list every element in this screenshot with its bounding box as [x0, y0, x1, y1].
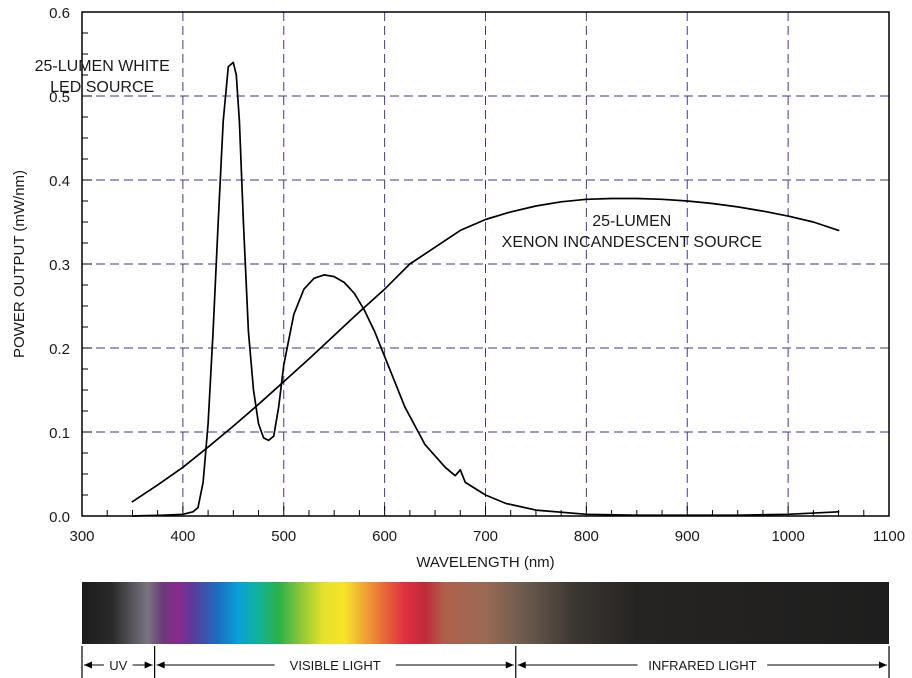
- x-axis-title: WAVELENGTH (nm): [416, 554, 554, 571]
- spectrum-regions: UV VISIBLE LIGHT INFRARED LIGHT: [81, 646, 890, 678]
- y-tick-labels: 0.0 0.1 0.2 0.3 0.4 0.5 0.6: [49, 5, 70, 526]
- region-arrowhead-left-uv: [84, 661, 92, 669]
- region-arrowhead-right-uv: [144, 661, 153, 669]
- x-tick-label-1000: 1000: [771, 528, 804, 545]
- series-line-xenon: [131, 197, 840, 503]
- annotation-1-line-0: 25-LUMEN: [592, 213, 671, 230]
- y-tick-label-0.6: 0.6: [49, 5, 70, 22]
- grid-layer: [82, 12, 889, 516]
- x-tick-label-600: 600: [372, 528, 397, 545]
- region-arrowhead-right-visible-light: [505, 661, 514, 669]
- y-tick-label-0.0: 0.0: [49, 509, 70, 526]
- plot-frame: [81, 11, 890, 517]
- annotation-0-line-0: 25-LUMEN WHITE: [35, 58, 170, 75]
- region-arrowhead-left-visible-light: [156, 661, 165, 669]
- x-tick-label-400: 400: [170, 528, 195, 545]
- x-tick-label-300: 300: [69, 528, 94, 545]
- annotation-0-line-1: LED SOURCE: [50, 79, 154, 96]
- annotations: 25-LUMEN WHITE LED SOURCE 25-LUMEN XENON IN…: [35, 58, 762, 251]
- x-tick-label-800: 800: [574, 528, 599, 545]
- series-line-led: [131, 61, 840, 517]
- region-arrowhead-left-infrared-light: [517, 661, 526, 669]
- region-arrowhead-right-infrared-light: [879, 661, 887, 669]
- series-layer: [131, 61, 840, 517]
- region-label-infrared-light: INFRARED LIGHT: [648, 658, 756, 673]
- y-tick-label-0.3: 0.3: [49, 257, 70, 274]
- y-tick-label-0.5: 0.5: [49, 89, 70, 106]
- x-tick-labels: 300 400 500 600 700 800 900 1000 1100: [69, 528, 905, 545]
- y-tick-label-0.1: 0.1: [49, 425, 70, 442]
- x-tick-label-700: 700: [473, 528, 498, 545]
- region-label-visible-light: VISIBLE LIGHT: [290, 658, 381, 673]
- spectrum-bar: [82, 582, 889, 644]
- y-tick-label-0.2: 0.2: [49, 341, 70, 358]
- region-label-uv: UV: [109, 658, 127, 673]
- x-tick-label-500: 500: [271, 528, 296, 545]
- x-tick-label-900: 900: [675, 528, 700, 545]
- annotation-1-line-1: XENON INCANDESCENT SOURCE: [502, 234, 762, 251]
- y-axis-title: POWER OUTPUT (mW/nm): [11, 170, 28, 358]
- x-tick-label-1100: 1100: [873, 528, 905, 545]
- y-tick-label-0.4: 0.4: [49, 173, 70, 190]
